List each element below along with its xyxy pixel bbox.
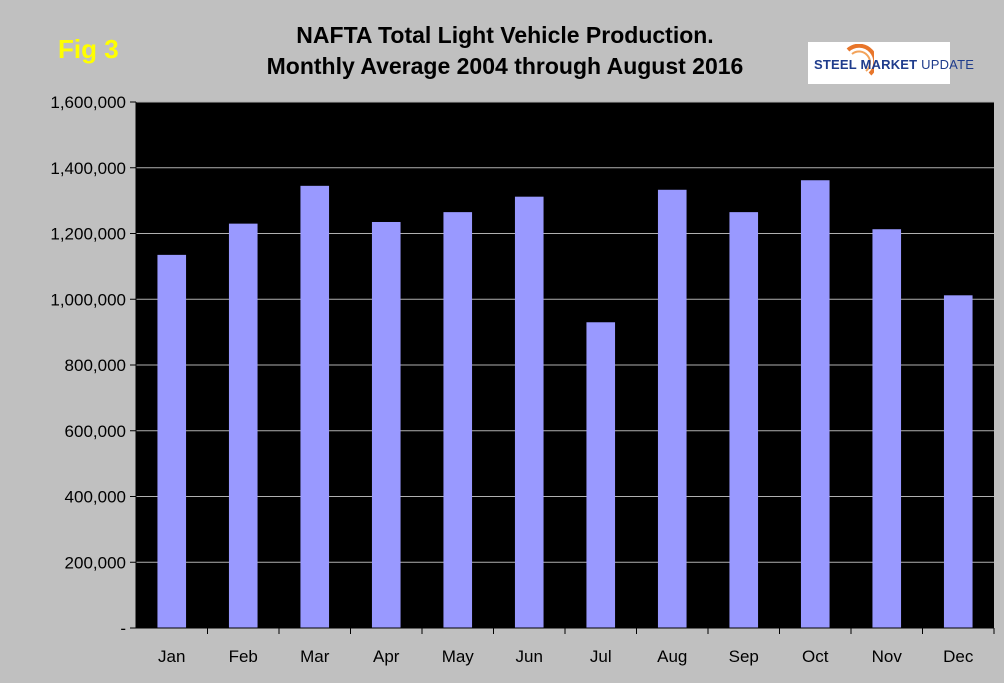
x-tick-label: Oct [802,647,829,666]
y-tick-label: 1,200,000 [50,225,126,244]
logo-word-market: MARKET [860,57,918,72]
chart-title: NAFTA Total Light Vehicle Production. Mo… [200,20,810,82]
x-tick-label: Feb [229,647,258,666]
figure-label: Fig 3 [58,34,119,64]
bar-oct [800,180,830,628]
x-tick-label: Sep [729,647,759,666]
bar-sep [729,212,759,628]
y-tick-label: 1,600,000 [50,93,126,112]
x-tick-label: Jul [590,647,612,666]
y-tick-label: 200,000 [65,553,126,572]
chart-title-line-1: NAFTA Total Light Vehicle Production. [296,22,714,48]
steel-market-update-logo: STEEL MARKET UPDATE [808,42,974,84]
logo-swoosh-icon [846,44,874,76]
chart-title-line-2: Monthly Average 2004 through August 2016 [266,53,744,79]
logo-text: STEEL MARKET UPDATE [814,57,974,72]
x-tick-label: May [442,647,475,666]
bar-mar [300,185,330,629]
bar-aug [657,189,687,628]
y-tick-label: 400,000 [65,488,126,507]
bar-apr [371,221,401,628]
x-tick-label: Nov [872,647,903,666]
logo-word-steel: STEEL [814,57,857,72]
y-tick-label: 600,000 [65,422,126,441]
x-tick-label: Mar [300,647,330,666]
x-tick-label: Apr [373,647,400,666]
bar-dec [943,295,973,628]
bar-jan [157,254,187,628]
y-tick-label: 1,400,000 [50,159,126,178]
x-tick-label: Jun [516,647,543,666]
x-tick-label: Aug [657,647,687,666]
x-tick-label: Dec [943,647,974,666]
bar-jun [514,196,544,628]
y-tick-label: 1,000,000 [50,290,126,309]
bar-may [443,212,473,628]
x-tick-label: Jan [158,647,185,666]
bar-jul [586,322,616,628]
bar-nov [872,229,902,628]
logo-word-update: UPDATE [921,57,975,72]
y-tick-label: - [120,619,126,638]
y-tick-label: 800,000 [65,356,126,375]
bar-feb [228,223,258,628]
